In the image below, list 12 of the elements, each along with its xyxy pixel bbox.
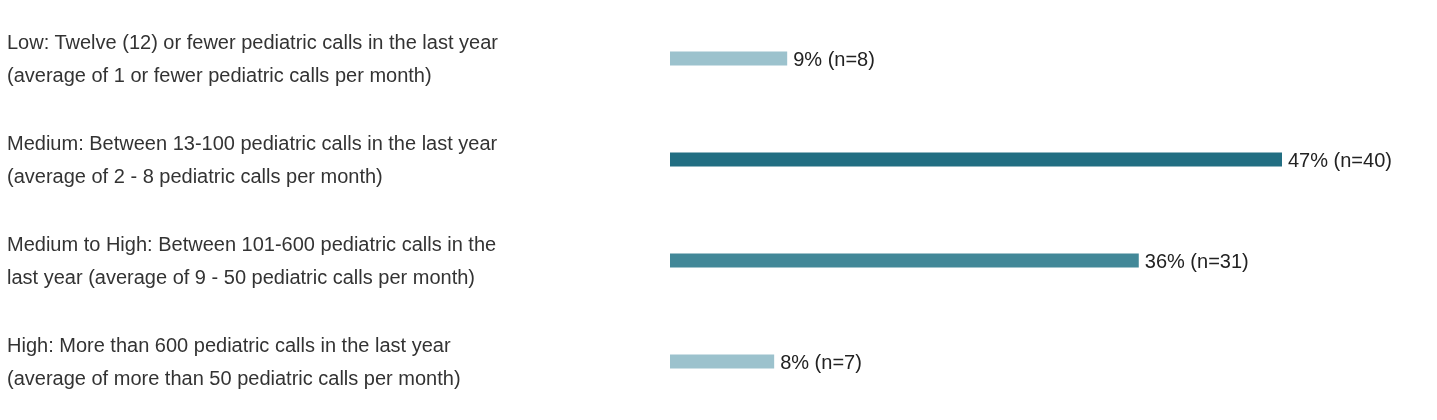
y-tick-label: Medium: Between 13-100 pediatric calls in the last year (average of 2 - 8 pediatric calls per month) <box>7 132 498 187</box>
y-tick-label: Medium to High: Between 101-600 pediatric calls in the last year (average of 9 - 50 pediatric calls per month) <box>7 233 497 288</box>
y-tick-label: High: More than 600 pediatric calls in the last year (average of more than 50 pediatric calls per month) <box>7 334 461 389</box>
data-label: 47% (n=40) <box>1288 148 1392 171</box>
bar <box>670 354 775 369</box>
y-tick-label: Low: Twelve (12) or fewer pediatric calls in the last year (average of 1 or fewer pediatric calls per month) <box>7 31 499 86</box>
bar <box>670 253 1139 268</box>
bar <box>670 152 1282 167</box>
data-label: 9% (n=8) <box>793 47 875 70</box>
data-label: 8% (n=7) <box>780 350 862 373</box>
bar <box>670 51 788 66</box>
data-label: 36% (n=31) <box>1144 249 1249 272</box>
